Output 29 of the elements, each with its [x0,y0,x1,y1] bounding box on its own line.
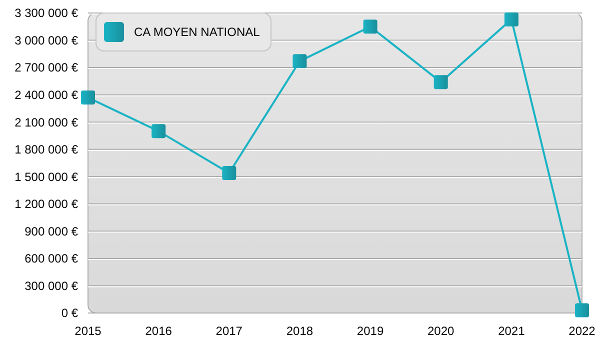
x-tick-label: 2017 [216,324,243,338]
x-tick-label: 2015 [74,324,102,338]
y-tick-label: 1 800 000 € [14,142,78,157]
x-tick-label: 2018 [286,324,314,338]
y-tick-label: 300 000 € [24,278,78,293]
x-tick-label: 2019 [356,324,384,338]
y-tick-label: 2 400 000 € [14,88,78,102]
y-tick-label: 1 200 000 € [14,197,78,212]
x-tick-label: 2021 [498,324,526,338]
point [434,75,448,90]
legend-label: CA MOYEN NATIONAL [134,25,260,40]
x-tick-label: 2020 [428,324,455,338]
point [81,90,95,105]
point [504,12,518,26]
point [292,54,307,68]
point [575,303,589,318]
y-tick-label: 0 € [61,306,78,320]
point [152,124,166,138]
y-tick-label: 2 100 000 € [14,115,78,130]
y-tick-label: 3 300 000 € [14,6,78,20]
point [222,166,236,180]
y-tick-label: 2 700 000 € [14,60,78,75]
x-tick-label: 2022 [568,324,596,338]
x-tick-label: 2016 [145,324,172,338]
y-tick-label: 1 500 000 € [14,170,78,184]
y-tick-label: 600 000 € [24,252,78,266]
y-tick-label: 900 000 € [24,224,78,238]
point [363,20,378,34]
y-tick-label: 3 000 000 € [14,33,78,48]
